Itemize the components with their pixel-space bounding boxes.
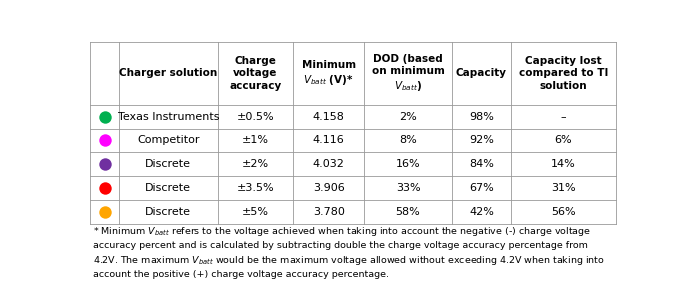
Text: Capacity: Capacity xyxy=(456,68,507,78)
Text: 2%: 2% xyxy=(399,112,417,122)
Text: ±2%: ±2% xyxy=(242,159,269,169)
Point xyxy=(99,114,110,119)
Text: 4.158: 4.158 xyxy=(313,112,344,122)
Text: ±1%: ±1% xyxy=(242,136,269,146)
Text: Charger solution: Charger solution xyxy=(119,68,218,78)
Text: Discrete: Discrete xyxy=(145,183,192,193)
Text: DOD (based
on minimum
$V_{batt}$): DOD (based on minimum $V_{batt}$) xyxy=(371,54,444,93)
Text: 67%: 67% xyxy=(469,183,494,193)
Point xyxy=(99,210,110,214)
Text: 4.116: 4.116 xyxy=(313,136,344,146)
Text: 8%: 8% xyxy=(399,136,417,146)
Text: Charge
voltage
accuracy: Charge voltage accuracy xyxy=(229,56,282,91)
Text: 92%: 92% xyxy=(469,136,494,146)
Text: 33%: 33% xyxy=(395,183,420,193)
Bar xyxy=(90,42,616,224)
Text: * Minimum $V_{batt}$ refers to the voltage achieved when taking into account the: * Minimum $V_{batt}$ refers to the volta… xyxy=(93,225,605,279)
Text: Competitor: Competitor xyxy=(137,136,200,146)
Text: Discrete: Discrete xyxy=(145,159,192,169)
Text: 16%: 16% xyxy=(395,159,420,169)
Text: 3.780: 3.780 xyxy=(313,207,344,217)
Text: 58%: 58% xyxy=(395,207,420,217)
Point xyxy=(99,186,110,190)
Text: 6%: 6% xyxy=(555,136,572,146)
Point xyxy=(99,138,110,143)
Text: ±0.5%: ±0.5% xyxy=(237,112,274,122)
Text: Minimum
$V_{batt}$ (V)*: Minimum $V_{batt}$ (V)* xyxy=(302,60,356,87)
Text: ±5%: ±5% xyxy=(242,207,269,217)
Text: 4.032: 4.032 xyxy=(313,159,344,169)
Text: Discrete: Discrete xyxy=(145,207,192,217)
Text: 56%: 56% xyxy=(551,207,575,217)
Text: 31%: 31% xyxy=(551,183,575,193)
Point xyxy=(99,162,110,166)
Text: Capacity lost
compared to TI
solution: Capacity lost compared to TI solution xyxy=(519,56,608,91)
Text: –: – xyxy=(560,112,566,122)
Text: 98%: 98% xyxy=(469,112,494,122)
Text: 3.906: 3.906 xyxy=(313,183,344,193)
Text: 42%: 42% xyxy=(469,207,494,217)
Text: 84%: 84% xyxy=(469,159,494,169)
Text: ±3.5%: ±3.5% xyxy=(237,183,274,193)
Text: Texas Instruments: Texas Instruments xyxy=(118,112,219,122)
Text: 14%: 14% xyxy=(551,159,576,169)
